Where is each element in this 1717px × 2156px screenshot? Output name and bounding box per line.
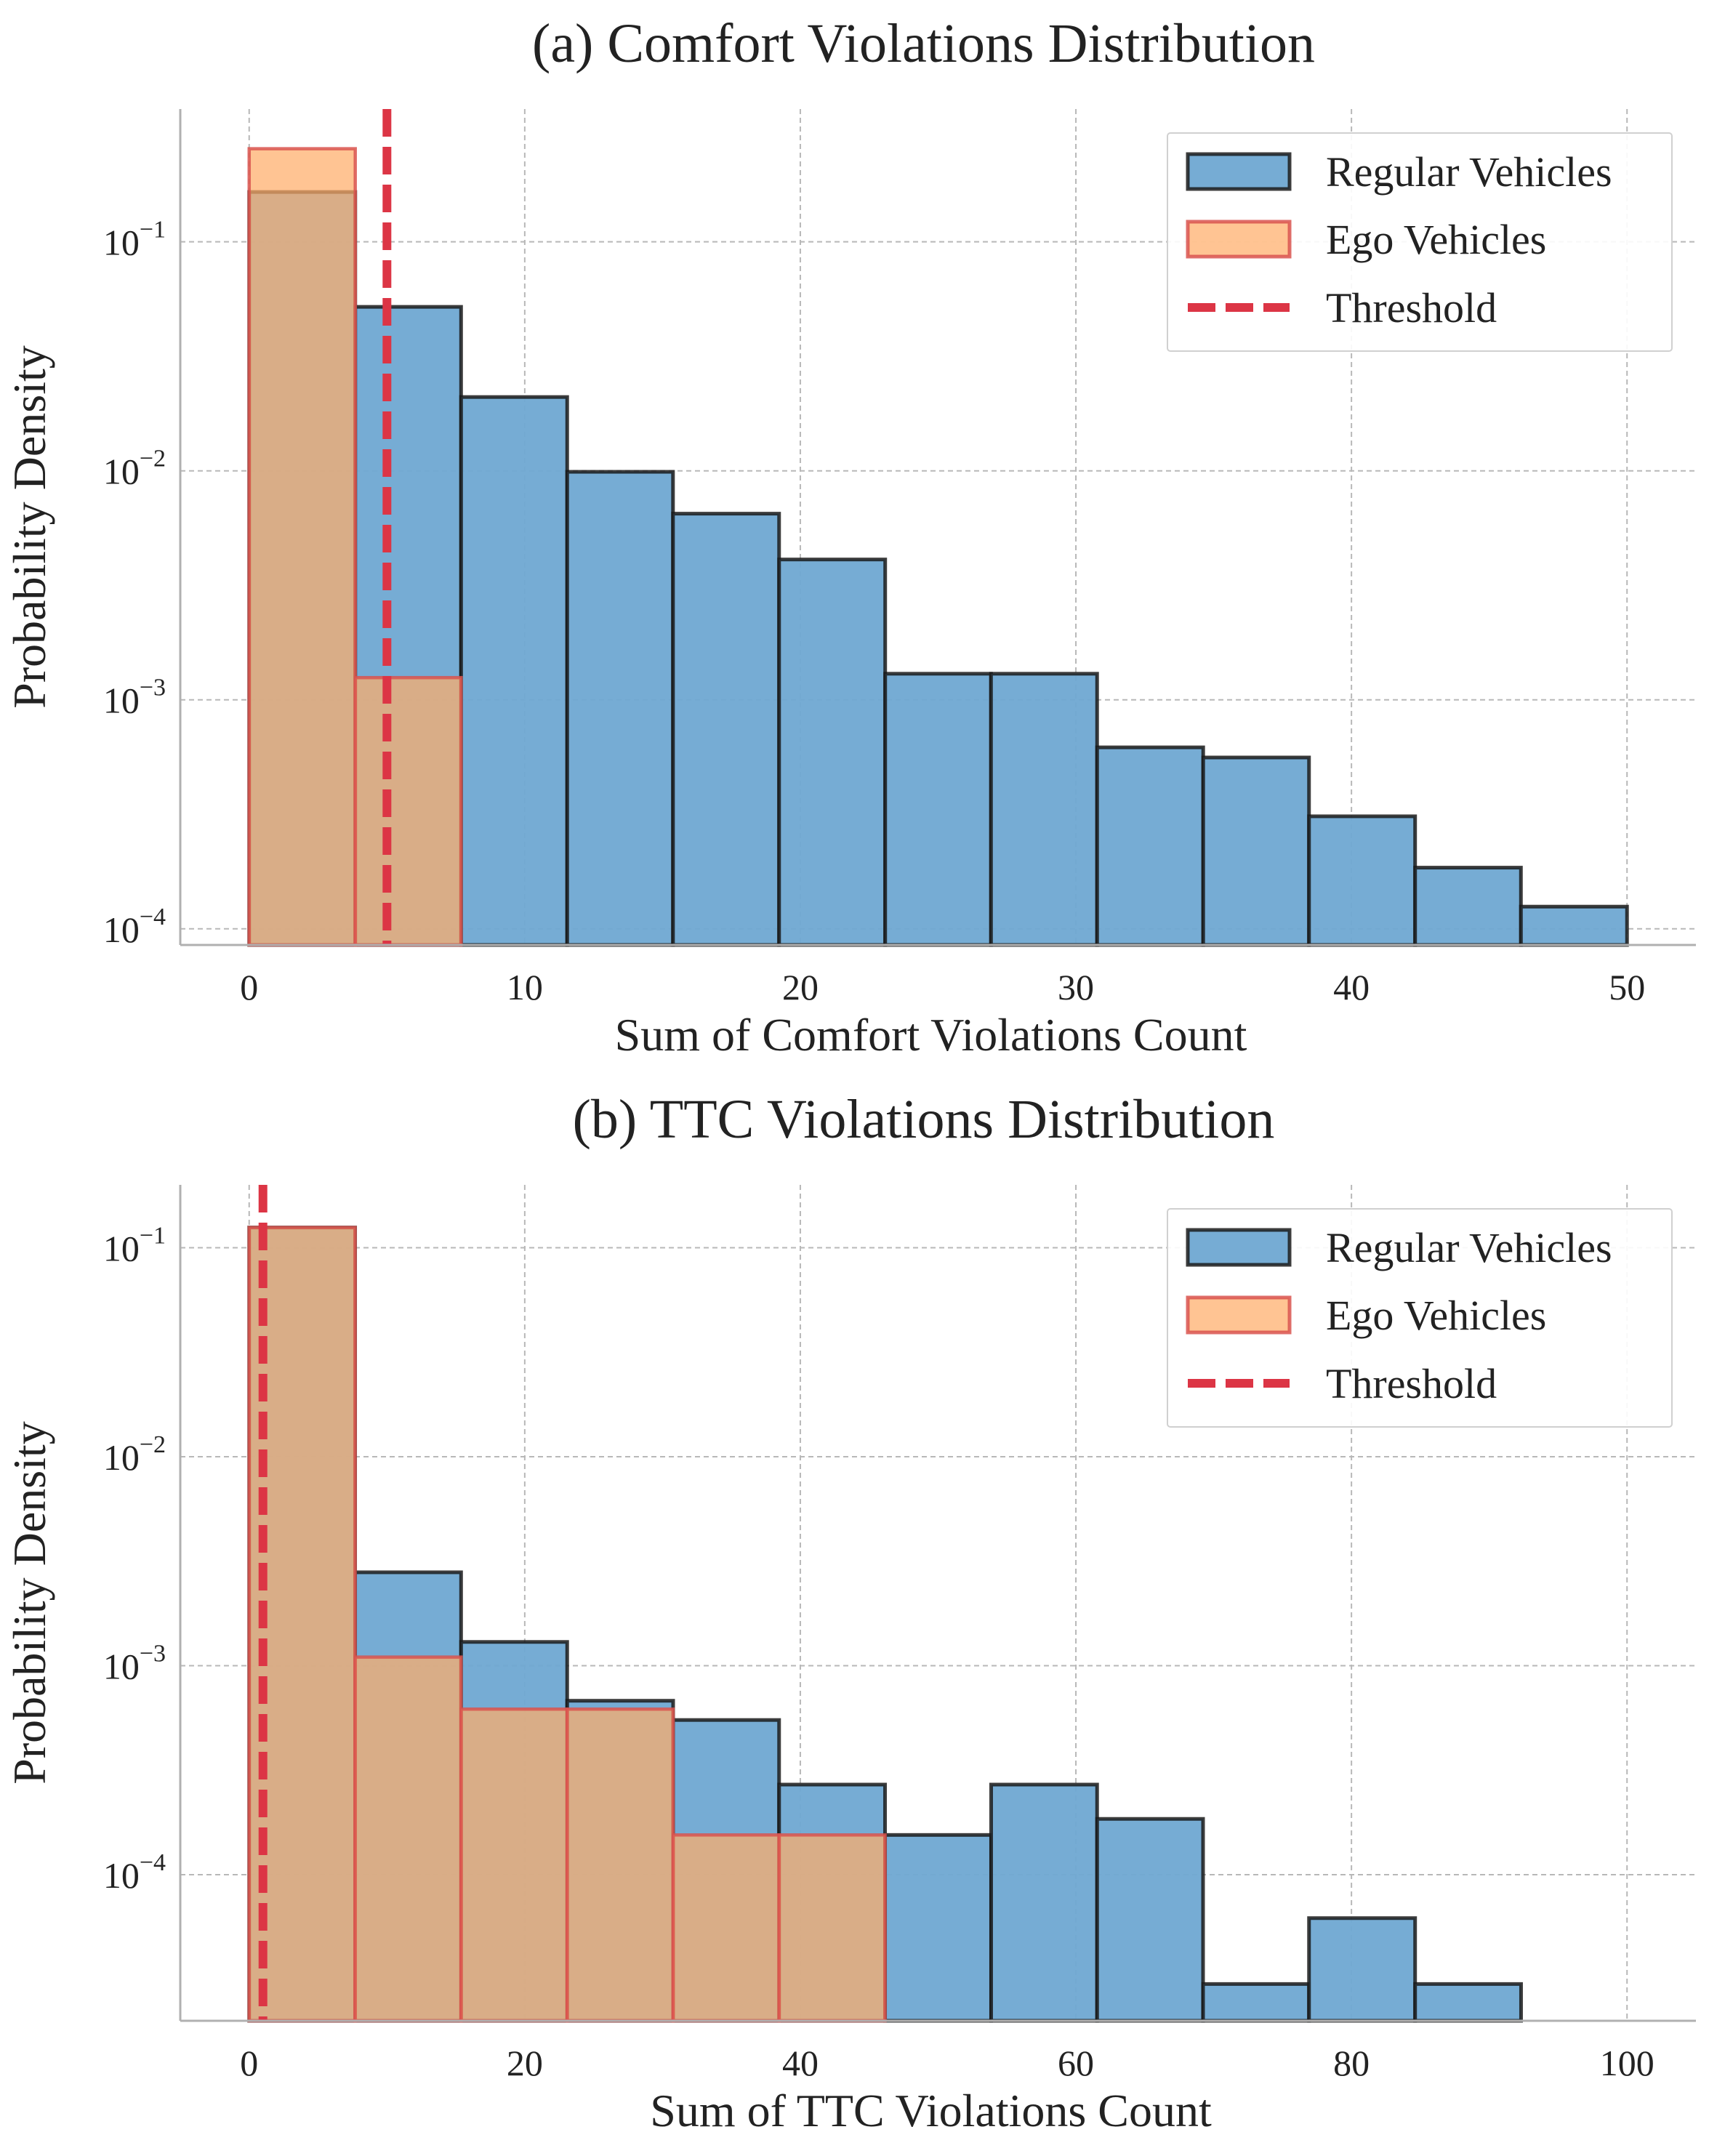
y-axis-label: Probability Density <box>4 1421 55 1785</box>
bar <box>1413 866 1523 947</box>
y-tick-label: 10−3 <box>103 675 166 721</box>
bar <box>565 470 675 947</box>
x-tick-label: 100 <box>1600 2043 1654 2083</box>
legend-swatch-ego <box>1186 1295 1292 1335</box>
bar <box>353 675 463 947</box>
legend-swatch-ego <box>1186 220 1292 259</box>
legend-label: Regular Vehicles <box>1326 1224 1612 1271</box>
x-axis-label: Sum of Comfort Violations Count <box>615 1009 1247 1061</box>
bar <box>671 512 781 947</box>
y-axis-label: Probability Density <box>4 345 55 709</box>
bar <box>1201 1982 1311 2023</box>
bar <box>353 1655 463 2023</box>
bar <box>247 147 357 947</box>
bar <box>883 672 993 947</box>
legend-label: Threshold <box>1326 1360 1497 1407</box>
x-tick-label: 60 <box>1058 2043 1094 2083</box>
bar <box>459 1707 569 2023</box>
bar <box>1095 1817 1205 2023</box>
bar <box>1413 1982 1523 2023</box>
bar <box>989 1782 1099 2023</box>
y-tick-label: 10−4 <box>103 904 166 950</box>
x-axis-label: Sum of TTC Violations Count <box>650 2085 1212 2136</box>
chart-panel-b: 0 20 40 60 80 100 10−1 10−2 10−3 10−4 (b) TTC Viol… <box>4 1089 1696 2136</box>
legend-swatch-regular <box>1186 1228 1292 1267</box>
y-tick-label: 10−1 <box>103 1223 166 1269</box>
x-tick-label: 30 <box>1058 967 1094 1007</box>
bar <box>777 1833 887 2023</box>
bar <box>1307 1916 1418 2023</box>
bar <box>989 672 1099 947</box>
x-tick-label: 0 <box>240 967 258 1007</box>
x-tick-label: 0 <box>240 2043 258 2083</box>
bar <box>565 1707 675 2023</box>
legend-label: Regular Vehicles <box>1326 148 1612 196</box>
legend: Regular Vehicles Ego Vehicles Threshold <box>1167 132 1673 352</box>
chart-panel-a: 0 10 20 30 40 50 10−1 10−2 10−3 10−4 (a) Comfort V… <box>4 13 1696 1061</box>
legend: Regular Vehicles Ego Vehicles Threshold <box>1167 1208 1673 1428</box>
bar <box>1095 745 1205 947</box>
y-tick-label: 10−2 <box>103 1431 166 1478</box>
x-tick-label: 40 <box>1333 967 1370 1007</box>
x-tick-label: 50 <box>1609 967 1645 1007</box>
legend-swatch-regular <box>1186 152 1292 191</box>
y-tick-label: 10−2 <box>103 446 166 492</box>
series-ego-vehicles <box>247 1226 887 2023</box>
x-tick-label: 10 <box>507 967 543 1007</box>
bar <box>671 1833 781 2023</box>
y-tick-label: 10−3 <box>103 1641 166 1687</box>
legend-label: Ego Vehicles <box>1326 1292 1546 1339</box>
x-tick-label: 20 <box>782 967 819 1007</box>
bar <box>777 558 888 947</box>
chart-title: (a) Comfort Violations Distribution <box>532 13 1315 74</box>
bar <box>1201 755 1311 947</box>
y-tick-label: 10−4 <box>103 1849 166 1896</box>
y-tick-label: 10−1 <box>103 217 166 263</box>
bar <box>1519 904 1629 947</box>
bar <box>1307 814 1418 947</box>
series-ego-vehicles <box>247 147 463 947</box>
bar <box>459 395 569 947</box>
x-tick-label: 20 <box>507 2043 543 2083</box>
x-tick-label: 40 <box>782 2043 819 2083</box>
legend-label: Threshold <box>1326 284 1497 331</box>
legend-box <box>1167 1208 1673 1428</box>
legend-box <box>1167 132 1673 352</box>
chart-title: (b) TTC Violations Distribution <box>573 1089 1275 1150</box>
legend-label: Ego Vehicles <box>1326 216 1546 263</box>
x-tick-label: 80 <box>1333 2043 1370 2083</box>
bar <box>883 1833 993 2023</box>
